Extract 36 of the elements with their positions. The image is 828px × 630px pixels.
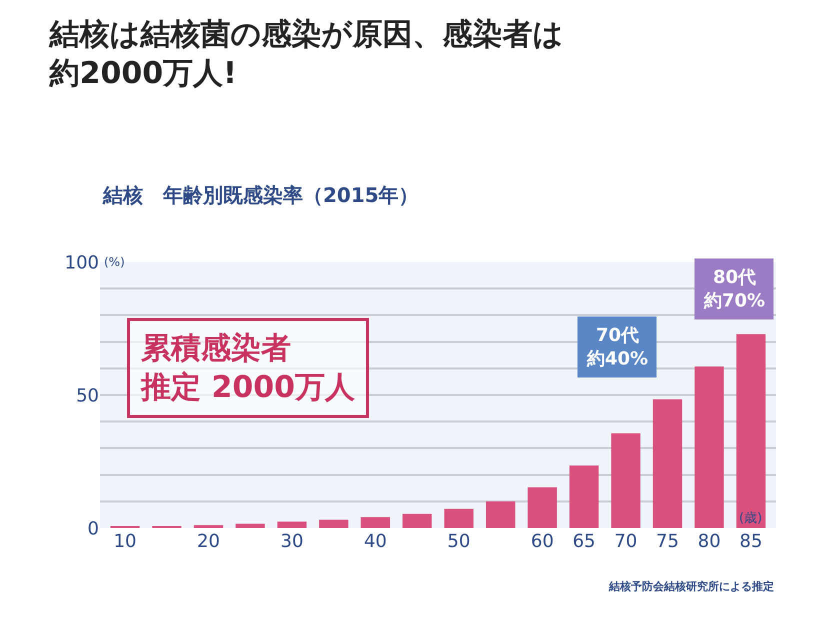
bar xyxy=(402,514,432,528)
x-tick-label: 50 xyxy=(447,531,470,552)
y-axis-title: (%) xyxy=(104,255,125,269)
x-tick-label: 10 xyxy=(114,531,136,552)
x-axis-title: (歳) xyxy=(739,511,762,526)
bar xyxy=(486,501,516,528)
bar xyxy=(694,366,724,528)
x-tick-label: 80 xyxy=(698,531,721,552)
y-tick-label: 0 xyxy=(88,518,99,540)
x-tick-label: 75 xyxy=(656,531,679,552)
x-tick-label: 60 xyxy=(530,531,554,552)
bar xyxy=(528,487,557,528)
bar xyxy=(360,517,390,528)
text: 結核予防会結核研究所による推定 xyxy=(608,580,774,593)
bar xyxy=(736,334,766,528)
x-tick-label: 65 xyxy=(572,531,596,552)
bar xyxy=(569,465,599,528)
bar xyxy=(236,524,265,528)
x-tick-label: 20 xyxy=(197,531,220,552)
bar xyxy=(319,520,348,528)
bar xyxy=(652,399,682,528)
annotation: 70代約40% xyxy=(586,325,648,370)
x-tick-label: 70 xyxy=(614,531,638,552)
y-tick-label: 50 xyxy=(76,385,99,406)
annotation: 累積感染者推定 2000万人 xyxy=(140,331,356,405)
bar xyxy=(444,508,474,528)
bar xyxy=(611,433,640,528)
x-tick-label: 85 xyxy=(740,531,762,552)
x-tick-label: 40 xyxy=(364,531,387,552)
x-tick-label: 30 xyxy=(280,531,304,552)
annotation: 80代約70% xyxy=(703,267,766,312)
chart-title: 結核は結核菌の感染が原因、感染者は約2000万人! xyxy=(48,17,564,92)
bar xyxy=(277,522,307,528)
chart-subtitle: 結核 年齢別既感染率（2015年） xyxy=(102,183,419,207)
y-tick-label: 100 xyxy=(64,252,99,274)
bar xyxy=(194,525,224,528)
